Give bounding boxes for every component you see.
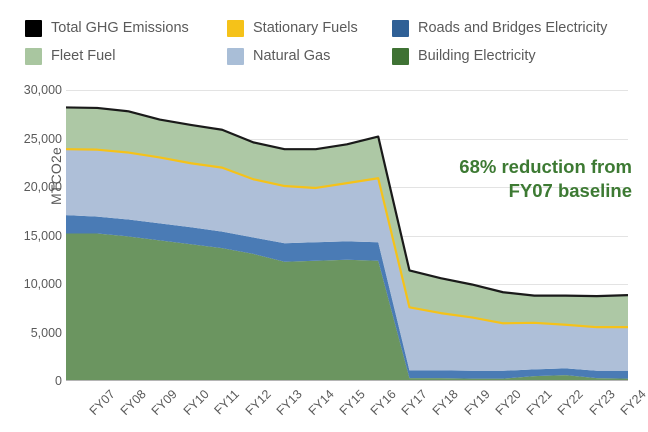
- x-axis-tick-label: FY12: [242, 387, 274, 419]
- x-axis-tick-label: FY16: [367, 387, 399, 419]
- x-axis-tick-label: FY15: [336, 387, 368, 419]
- gridline: [66, 138, 628, 140]
- x-axis-tick-label: FY24: [617, 387, 648, 419]
- x-axis-tick-label: FY11: [211, 387, 242, 418]
- area-natural-gas: [66, 149, 628, 371]
- x-axis-tick-label: FY19: [461, 387, 493, 419]
- legend-label-building-electricity: Building Electricity: [418, 48, 536, 65]
- y-axis-tick-label: 30,000: [23, 83, 62, 97]
- legend-item-stationary-fuels[interactable]: Stationary Fuels: [227, 20, 358, 37]
- reduction-annotation: 68% reduction from FY07 baseline: [420, 155, 632, 202]
- chart-legend: Total GHG Emissions Stationary Fuels Roa…: [0, 0, 648, 80]
- area-fleet-fuel: [66, 107, 628, 328]
- plot-area: [66, 90, 628, 381]
- legend-swatch-roads-bridges-icon: [392, 20, 409, 37]
- legend-swatch-building-electricity-icon: [392, 48, 409, 65]
- x-axis-tick-label: FY20: [492, 387, 524, 419]
- line-stationary-fuels: [66, 149, 628, 327]
- x-axis-tick-label: FY08: [117, 387, 150, 419]
- x-axis-tick-label: FY22: [555, 387, 587, 419]
- legend-item-total-ghg-emissions[interactable]: Total GHG Emissions: [25, 20, 189, 37]
- y-axis-tick-label: 5,000: [30, 325, 62, 340]
- x-axis-tick-label: FY17: [398, 387, 431, 419]
- legend-item-natural-gas[interactable]: Natural Gas: [227, 48, 330, 65]
- y-axis-tick-label: 10,000: [23, 277, 62, 291]
- x-axis-line: [66, 380, 628, 381]
- annotation-line-1: 68% reduction from: [459, 156, 632, 177]
- legend-label-fleet-fuel: Fleet Fuel: [51, 48, 116, 65]
- legend-item-building-electricity[interactable]: Building Electricity: [392, 48, 536, 65]
- legend-label-roads-bridges: Roads and Bridges Electricity: [418, 20, 608, 37]
- legend-swatch-total-ghg-icon: [25, 20, 42, 37]
- y-axis-tick-label: 25,000: [23, 131, 62, 146]
- area-building-electricity: [66, 233, 628, 381]
- line-total-ghg-emissions: [66, 107, 628, 296]
- area-roads-and-bridges-electricity: [66, 215, 628, 379]
- x-axis-tick-label: FY09: [149, 387, 181, 419]
- x-axis-ticks: FY07 FY08 FY09 FY10 FY11 FY12 FY13 FY14 FY15 FY16…: [66, 383, 648, 432]
- annotation-line-2: FY07 baseline: [508, 179, 632, 201]
- legend-swatch-stationary-fuels-icon: [227, 20, 244, 37]
- x-axis-tick-label: FY21: [523, 387, 555, 419]
- legend-label-stationary-fuels: Stationary Fuels: [253, 20, 358, 37]
- legend-swatch-natural-gas-icon: [227, 48, 244, 65]
- x-axis-tick-label: FY13: [274, 387, 306, 419]
- legend-swatch-fleet-fuel-icon: [25, 48, 42, 65]
- legend-label-natural-gas: Natural Gas: [253, 48, 331, 65]
- y-axis-ticks: 0 5,000 10,000 15,000 20,000 25,000 30,000: [0, 0, 62, 432]
- x-axis-tick-label: FY14: [305, 387, 337, 419]
- x-axis-tick-label: FY23: [586, 387, 618, 419]
- x-axis-tick-label: FY10: [180, 387, 212, 419]
- legend-item-fleet-fuel[interactable]: Fleet Fuel: [25, 48, 115, 65]
- legend-item-roads-and-bridges-electricity[interactable]: Roads and Bridges Electricity: [392, 20, 607, 37]
- gridline: [66, 90, 628, 91]
- legend-label-total-ghg: Total GHG Emissions: [51, 20, 189, 37]
- area-series-group: [66, 90, 628, 381]
- x-axis-tick-label: FY07: [86, 387, 118, 419]
- y-axis-tick-label: 20,000: [23, 180, 62, 194]
- x-axis-tick-label: FY18: [430, 387, 462, 419]
- y-axis-tick-label: 15,000: [23, 228, 62, 243]
- y-axis-tick-label: 0: [55, 374, 62, 388]
